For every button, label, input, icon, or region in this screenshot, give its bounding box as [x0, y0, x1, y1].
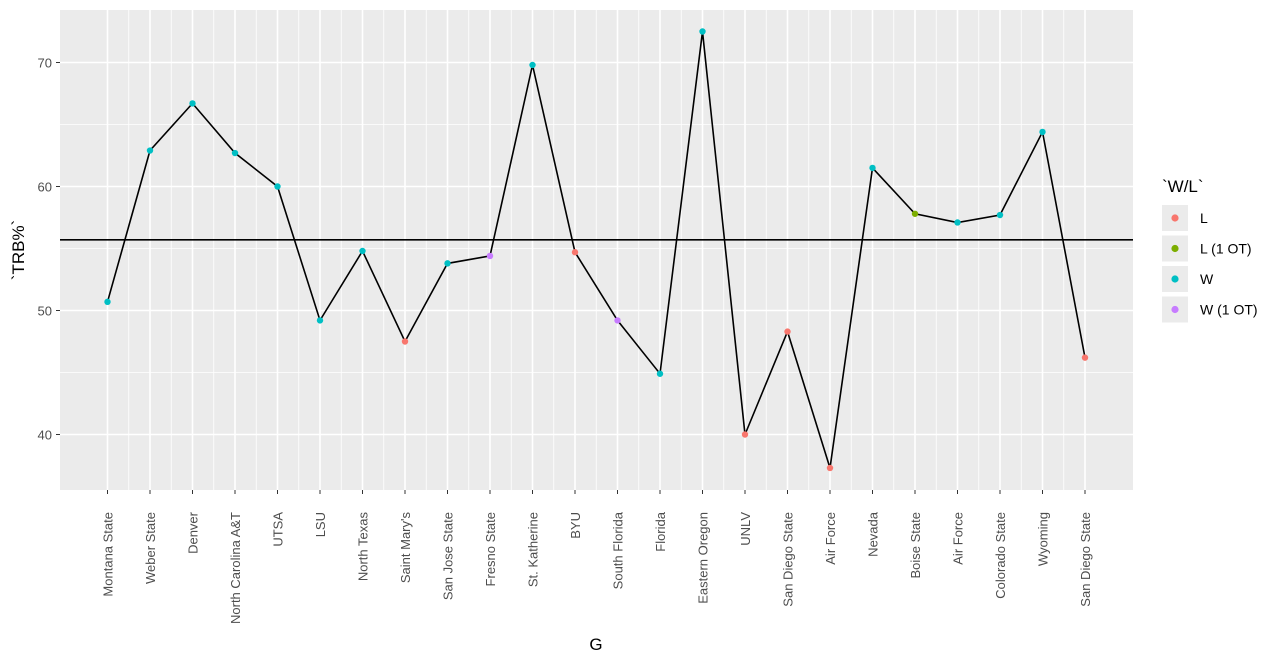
x-tick-label: San Diego State — [1078, 512, 1093, 607]
data-point — [189, 100, 196, 107]
legend-label: L — [1200, 210, 1208, 226]
x-tick-label: Fresno State — [483, 512, 498, 586]
data-point — [656, 370, 664, 377]
legend-title: `W/L` — [1162, 177, 1204, 196]
x-tick-label: Colorado State — [993, 512, 1008, 599]
x-tick-label: Air Force — [823, 512, 838, 565]
y-axis-ticks: 40 50 60 70 — [38, 56, 60, 443]
legend-marker — [1171, 305, 1179, 314]
x-tick-label: St. Katherine — [526, 512, 541, 587]
data-point — [1081, 354, 1089, 361]
x-tick-label: Boise State — [908, 512, 923, 579]
x-tick-label: San Jose State — [441, 512, 456, 600]
data-point — [869, 164, 876, 172]
x-axis-title: G — [589, 635, 602, 654]
x-tick-label: Denver — [186, 511, 201, 554]
data-point — [401, 338, 409, 345]
data-points — [104, 28, 1089, 472]
x-tick-label: Saint Mary's — [398, 512, 413, 584]
x-tick-label: Eastern Oregon — [696, 512, 711, 604]
legend-label: L (1 OT) — [1200, 241, 1252, 257]
data-point — [699, 28, 706, 35]
legend-marker — [1171, 275, 1179, 283]
x-axis-ticks: Montana State Weber State Denver North Caro… — [101, 490, 1093, 624]
x-tick-label: North Carolina A&T — [228, 512, 243, 624]
x-tick-label: North Texas — [356, 512, 371, 582]
data-point — [784, 328, 791, 335]
data-point — [826, 464, 834, 472]
x-tick-label: Florida — [653, 511, 668, 552]
data-point — [911, 210, 919, 217]
data-point — [146, 147, 154, 154]
series-line — [106, 31, 1086, 469]
data-point — [614, 317, 621, 324]
data-point — [231, 149, 239, 157]
data-point — [1039, 128, 1046, 136]
data-point — [316, 317, 324, 324]
y-tick-label: 70 — [38, 56, 52, 71]
data-point — [571, 249, 579, 256]
data-point — [529, 61, 536, 69]
data-point — [104, 298, 111, 306]
data-point — [741, 431, 749, 438]
x-tick-label: San Diego State — [781, 512, 796, 607]
data-point — [954, 219, 961, 226]
data-point — [486, 252, 494, 260]
x-tick-label: UNLV — [738, 512, 753, 546]
data-point — [359, 247, 366, 255]
x-tick-label: Air Force — [951, 512, 966, 565]
legend-marker — [1171, 214, 1179, 222]
grid — [60, 10, 1133, 490]
y-tick-label: 60 — [38, 180, 52, 195]
x-tick-label: UTSA — [271, 512, 286, 547]
x-tick-label: Wyoming — [1036, 512, 1051, 566]
data-point — [996, 211, 1004, 219]
x-tick-label: LSU — [313, 512, 328, 537]
legend-label: W — [1200, 271, 1214, 287]
data-point — [274, 183, 281, 190]
legend-marker — [1171, 244, 1179, 253]
x-tick-label: Montana State — [101, 512, 116, 597]
y-axis-title: `TRB%` — [9, 220, 28, 280]
x-tick-label: Weber State — [143, 512, 158, 584]
x-tick-label: Nevada — [866, 511, 881, 557]
x-tick-label: South Florida — [611, 511, 626, 589]
legend-label: W (1 OT) — [1200, 302, 1258, 318]
x-tick-label: BYU — [568, 512, 583, 539]
y-tick-label: 40 — [38, 428, 52, 443]
legend: `W/L` L L (1 OT) W W (1 OT) — [1162, 177, 1258, 323]
data-point — [444, 260, 451, 267]
y-tick-label: 50 — [38, 304, 52, 319]
